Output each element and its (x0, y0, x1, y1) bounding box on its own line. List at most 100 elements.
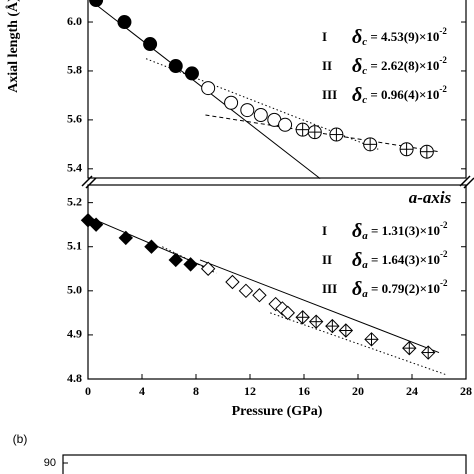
annotation-exp: -2 (439, 55, 447, 65)
y-tick-label: 4.9 (67, 327, 82, 341)
annotation-text: = 1.64(3)×10 (368, 252, 440, 267)
annotation-text: = 4.53(9)×10 (367, 29, 439, 44)
panel-frame-top (87, 0, 467, 179)
marker-shape (201, 81, 216, 96)
marker (183, 257, 198, 272)
fit-line (199, 259, 440, 354)
y-tick-label: 5.0 (67, 283, 82, 297)
marker (224, 95, 239, 110)
marker (238, 283, 254, 299)
x-axis-label: Pressure (GPa) (232, 404, 323, 419)
marker (419, 144, 434, 159)
marker (364, 332, 379, 347)
x-tick-label: 0 (85, 384, 91, 398)
annotation-symbol: δ (352, 220, 362, 242)
marker-shape (240, 103, 255, 118)
marker (399, 142, 414, 157)
y-tick-label: 5.6 (67, 112, 82, 126)
marker (118, 230, 134, 246)
marker-shape (278, 117, 293, 132)
annotation-exp: -2 (440, 220, 448, 230)
annotation-sub: c (362, 65, 367, 77)
fit-line (270, 312, 446, 376)
marker (420, 345, 436, 360)
annotation-sub: c (362, 36, 367, 48)
marker (144, 239, 159, 254)
marker-shape (143, 37, 158, 52)
marker-shape (224, 95, 239, 110)
axis-break (81, 175, 474, 189)
marker (278, 117, 293, 132)
annotation-roman: II (322, 252, 332, 267)
y-axis-label: Axial length (Å) (5, 0, 21, 93)
marker (252, 288, 267, 303)
marker-shape (168, 252, 183, 268)
marker (308, 314, 324, 329)
marker-shape (168, 59, 183, 74)
marker-shape (238, 283, 254, 299)
marker (143, 37, 158, 52)
marker (325, 318, 340, 334)
marker (168, 59, 183, 74)
annotation-sub: c (362, 94, 367, 106)
marker (295, 122, 310, 137)
annotation-exp: -2 (439, 26, 447, 36)
marker (329, 127, 344, 142)
panel-frame-bottom (87, 184, 467, 380)
annotation-symbol: δ (352, 278, 362, 300)
marker-shape (89, 0, 104, 7)
annotation-sub: a (362, 288, 368, 300)
annotation-symbol: δ (352, 26, 362, 48)
y-tick-label: 6.0 (67, 14, 82, 28)
annotation-text: = 0.79(2)×10 (368, 281, 440, 296)
marker (80, 213, 96, 228)
marker (240, 103, 255, 118)
x-tick-label: 12 (244, 384, 256, 398)
marker-shape (88, 217, 104, 232)
marker (200, 261, 216, 276)
y-tick-label: 5.8 (67, 63, 82, 77)
marker (295, 310, 310, 325)
marker-shape (200, 261, 216, 276)
annotation-text: = 1.31(3)×10 (368, 223, 440, 238)
annotation: δa = 0.79(2)×10-2 (352, 278, 448, 300)
annotation-text: = 2.62(8)×10 (367, 58, 439, 73)
marker (275, 301, 290, 316)
fit-line (205, 114, 440, 153)
annotation-sub: a (362, 230, 368, 242)
marker-shape (118, 230, 134, 246)
marker-shape (184, 66, 199, 81)
annotation-symbol: δ (352, 55, 362, 77)
marker (280, 305, 296, 321)
fit-line (145, 58, 379, 150)
annotation: δa = 1.31(3)×10-2 (352, 220, 448, 242)
marker (168, 252, 183, 268)
marker-shape (253, 107, 268, 122)
marker (307, 125, 322, 140)
annotation-roman: II (322, 58, 332, 73)
marker (363, 137, 378, 152)
marker-shape (183, 257, 198, 272)
y-tick-label: 90 (44, 457, 56, 469)
marker (338, 323, 354, 338)
marker (402, 340, 417, 356)
marker-shape (117, 15, 132, 30)
annotation: δa = 1.64(3)×10-2 (352, 249, 448, 271)
annotation-text: = 0.96(4)×10 (367, 87, 439, 102)
marker-shape (275, 301, 290, 316)
marker (89, 0, 104, 7)
x-tick-label: 8 (193, 384, 199, 398)
marker (225, 274, 240, 290)
panel-label: (b) (13, 432, 28, 446)
x-tick-label: 24 (406, 384, 418, 398)
marker-shape (280, 305, 296, 321)
annotation-roman: I (322, 29, 327, 44)
y-tick-label: 5.2 (67, 194, 82, 208)
x-tick-label: 20 (352, 384, 364, 398)
x-tick-label: 4 (139, 384, 145, 398)
marker (253, 107, 268, 122)
y-tick-label: 5.4 (67, 161, 82, 175)
marker-shape (252, 288, 267, 303)
